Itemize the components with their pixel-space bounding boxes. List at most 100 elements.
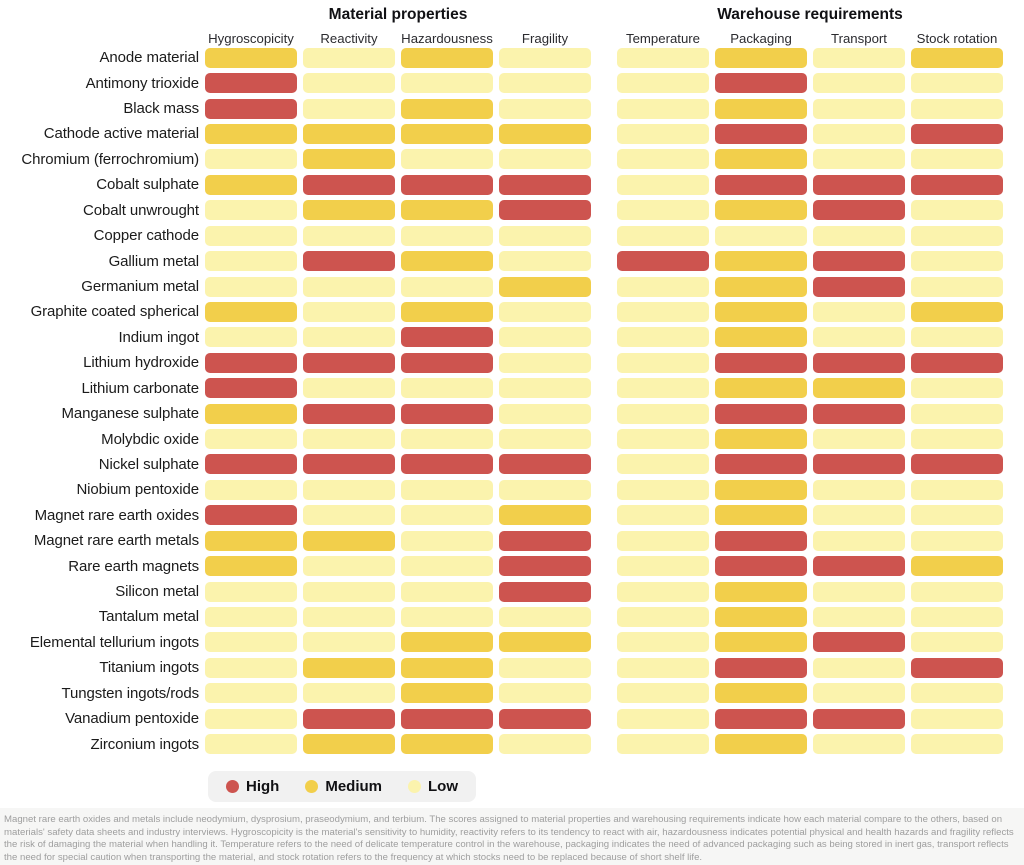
row-label: Germanium metal [81, 278, 199, 295]
heatmap-cell-low [813, 327, 905, 348]
heatmap-cell-low [617, 276, 709, 297]
heatmap-cell-low [617, 98, 709, 119]
heatmap-cell-high [401, 352, 493, 373]
heatmap-cell-low [205, 657, 297, 678]
heatmap-cell-medium [715, 479, 807, 500]
heatmap-cell-high [911, 174, 1003, 195]
heatmap-cell-low [715, 225, 807, 246]
heatmap-cell-high [499, 174, 591, 195]
table-row: Manganese sulphate [0, 401, 1024, 426]
heatmap-cell-low [911, 632, 1003, 653]
heatmap-cell-low [617, 505, 709, 526]
column-header-stock-rotation: Stock rotation [916, 30, 998, 46]
heatmap-cell-low [303, 301, 395, 322]
table-row: Molybdic oxide [0, 426, 1024, 451]
heatmap-cell-high [715, 657, 807, 678]
row-label: Chromium (ferrochromium) [21, 150, 199, 168]
group-title-warehouse-requirements: Warehouse requirements [717, 6, 903, 23]
heatmap-cell-low [617, 403, 709, 424]
heatmap-cell-high [205, 352, 297, 373]
heatmap-cell-low [911, 505, 1003, 526]
heatmap-cell-low [205, 276, 297, 297]
row-label: Cobalt unwrought [83, 201, 199, 219]
heatmap-cell-low [499, 403, 591, 424]
heatmap-rows: Anode material Antimony trioxide Black mas… [0, 45, 1024, 757]
table-row: Cobalt sulphate [0, 172, 1024, 197]
heatmap-cell-low [499, 352, 591, 373]
heatmap-cell-low [499, 301, 591, 322]
heatmap-cell-low [911, 581, 1003, 602]
heatmap-cell-low [401, 225, 493, 246]
row-label: Cobalt sulphate [96, 176, 199, 194]
heatmap-cell-low [911, 683, 1003, 704]
heatmap-cell-high [715, 708, 807, 729]
heatmap-cell-high [813, 276, 905, 297]
footnote: Magnet rare earth oxides and metals incl… [0, 808, 1024, 865]
heatmap-cell-low [617, 200, 709, 221]
column-header-fragility: Fragility [521, 30, 569, 46]
table-row: Titanium ingots [0, 655, 1024, 680]
heatmap-cell-medium [205, 556, 297, 577]
row-label: Molybdic oxide [101, 430, 199, 448]
heatmap-cell-low [911, 606, 1003, 627]
heatmap-cell-low [617, 454, 709, 475]
heatmap-cell-medium [401, 683, 493, 704]
heatmap-cell-low [499, 734, 591, 755]
heatmap-cell-high [499, 581, 591, 602]
heatmap-cell-low [205, 606, 297, 627]
row-label: Rare earth magnets [68, 557, 199, 575]
heatmap-cell-high [499, 556, 591, 577]
table-row: Zirconium ingots [0, 731, 1024, 756]
heatmap-cell-medium [303, 123, 395, 144]
heatmap-cell-low [813, 429, 905, 450]
heatmap-cell-low [617, 581, 709, 602]
heatmap-cell-low [303, 556, 395, 577]
heatmap-cell-low [911, 378, 1003, 399]
heatmap-cell-high [303, 454, 395, 475]
heatmap-cell-high [401, 174, 493, 195]
heatmap-cell-low [205, 225, 297, 246]
heatmap-cell-medium [813, 378, 905, 399]
heatmap-cell-low [617, 225, 709, 246]
heatmap-cell-medium [401, 301, 493, 322]
table-row: Rare earth magnets [0, 553, 1024, 578]
row-label: Magnet rare earth metals [33, 532, 199, 550]
heatmap-cell-high [911, 352, 1003, 373]
heatmap-cell-medium [499, 505, 591, 526]
row-label: Tantalum metal [98, 608, 199, 626]
heatmap-cell-low [617, 556, 709, 577]
heatmap-cell-high [499, 708, 591, 729]
row-label: Lithium carbonate [81, 379, 199, 397]
heatmap-cell-low [303, 73, 395, 94]
heatmap-cell-low [617, 734, 709, 755]
table-row: Magnet rare earth metals [0, 528, 1024, 553]
heatmap-cell-low [499, 479, 591, 500]
legend-label: Low [428, 778, 458, 795]
heatmap-cell-low [401, 149, 493, 170]
heatmap-cell-high [499, 530, 591, 551]
heatmap-cell-high [303, 251, 395, 272]
heatmap-cell-high [205, 378, 297, 399]
heatmap-cell-low [205, 479, 297, 500]
heatmap-cell-low [499, 225, 591, 246]
heatmap-cell-low [499, 378, 591, 399]
heatmap-cell-low [303, 683, 395, 704]
heatmap-cell-low [205, 429, 297, 450]
heatmap-cell-medium [401, 251, 493, 272]
heatmap-cell-medium [499, 276, 591, 297]
row-label: Silicon metal [115, 583, 199, 601]
heatmap-cell-low [813, 47, 905, 68]
heatmap-cell-low [911, 708, 1003, 729]
heatmap-cell-medium [499, 123, 591, 144]
legend-item-low: Low [408, 778, 458, 795]
group-title-material-properties: Material properties [328, 6, 468, 23]
heatmap-cell-low [401, 378, 493, 399]
heatmap-cell-high [813, 708, 905, 729]
heatmap-cell-low [617, 123, 709, 144]
heatmap-cell-low [303, 581, 395, 602]
heatmap-cell-high [813, 251, 905, 272]
heatmap-cell-high [715, 556, 807, 577]
heatmap-cell-medium [401, 47, 493, 68]
heatmap-cell-low [911, 530, 1003, 551]
heatmap-cell-low [911, 276, 1003, 297]
